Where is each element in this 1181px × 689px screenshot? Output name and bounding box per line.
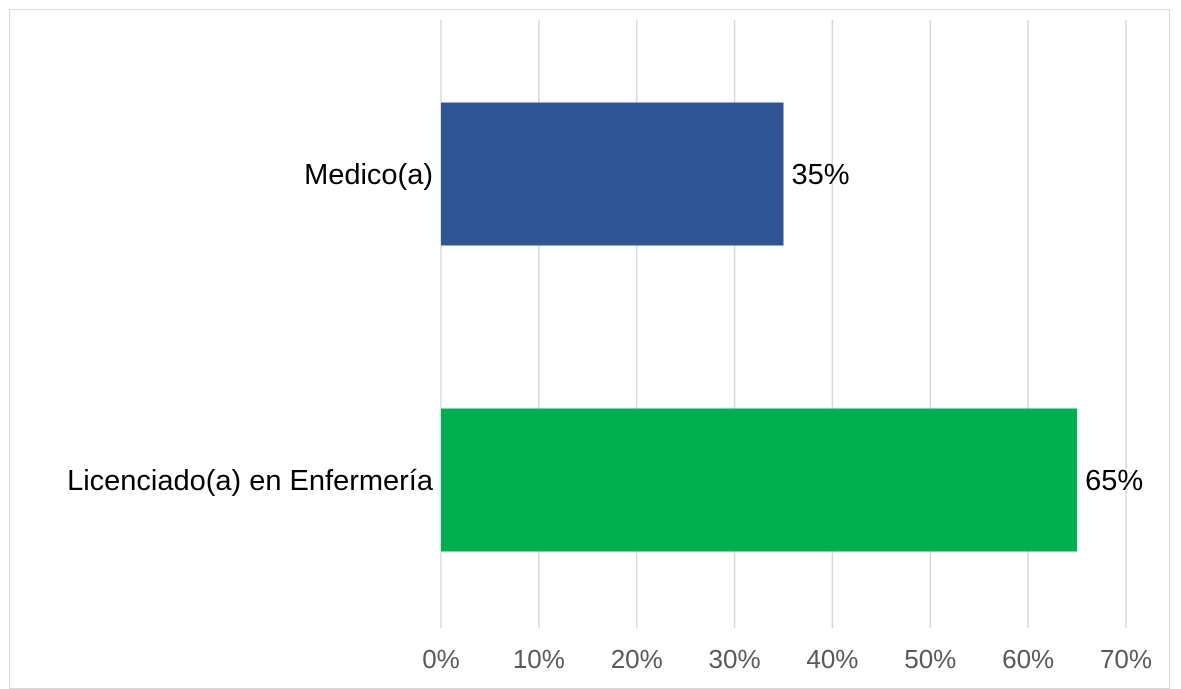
x-tick-label: 60% bbox=[1002, 644, 1054, 674]
bar bbox=[441, 408, 1078, 552]
x-tick-label: 10% bbox=[513, 644, 565, 674]
category-label: Medico(a) bbox=[304, 159, 433, 191]
bars bbox=[441, 102, 1078, 552]
labels: 0% 10% 20% 30% 40% 50% 60% 70% Medico(a) 35% Licen… bbox=[67, 159, 1152, 674]
x-tick-label: 40% bbox=[806, 644, 858, 674]
bar bbox=[441, 102, 784, 246]
data-label: 35% bbox=[792, 159, 850, 191]
x-tick-label: 20% bbox=[611, 644, 663, 674]
category-label: Licenciado(a) en Enfermería bbox=[67, 465, 434, 497]
x-tick-label: 30% bbox=[709, 644, 761, 674]
x-tick-label: 0% bbox=[422, 644, 460, 674]
x-tick-label: 70% bbox=[1100, 644, 1152, 674]
x-tick-label: 50% bbox=[904, 644, 956, 674]
data-label: 65% bbox=[1085, 465, 1143, 497]
